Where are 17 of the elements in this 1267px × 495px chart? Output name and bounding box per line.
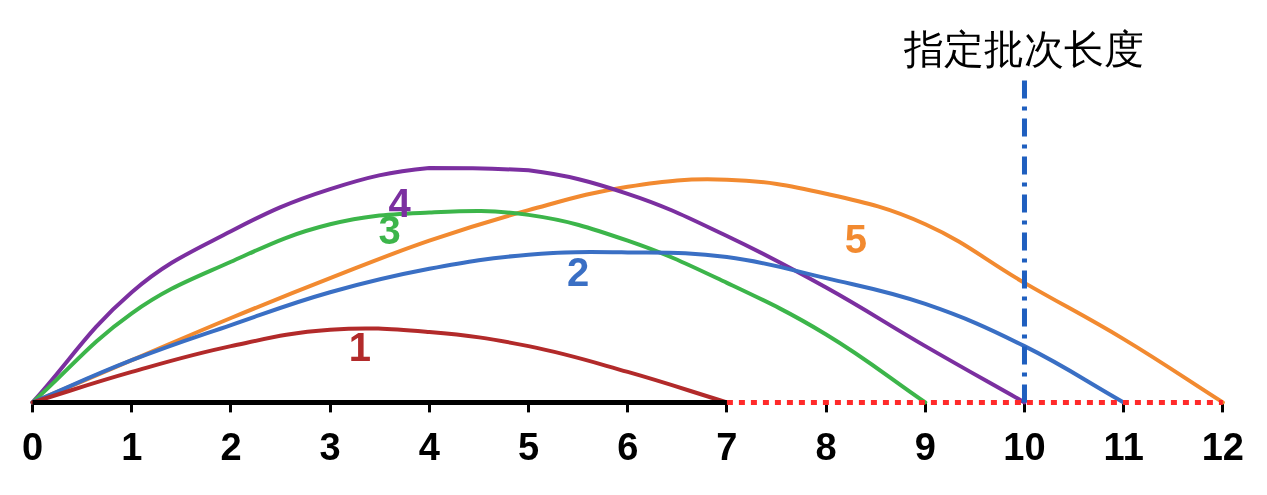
series-label: 5	[844, 216, 867, 261]
x-tick-label: 4	[418, 425, 440, 468]
series-label: 2	[567, 249, 590, 294]
x-tick-label: 1	[121, 425, 143, 468]
x-tick-label: 7	[716, 425, 738, 468]
x-tick-label: 8	[815, 425, 837, 468]
x-tick-label: 3	[319, 425, 341, 468]
x-tick-label: 11	[1103, 425, 1144, 468]
x-tick-label: 10	[1003, 425, 1046, 468]
x-tick-label: 0	[22, 425, 44, 468]
x-tick-label: 9	[914, 425, 936, 468]
x-tick-label: 6	[617, 425, 639, 468]
x-tick-label: 5	[517, 425, 540, 468]
series-label: 1	[348, 324, 372, 369]
x-tick-label: 12	[1201, 425, 1245, 468]
x-tick-label: 2	[220, 425, 242, 468]
ref-line-label: 指定批次长度	[903, 26, 1145, 72]
